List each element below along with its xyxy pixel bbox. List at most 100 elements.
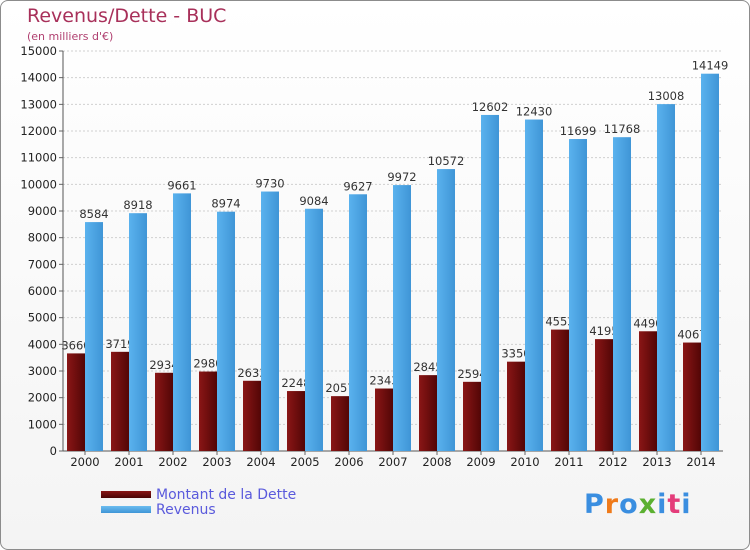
value-label-debt: 2845	[413, 360, 442, 374]
value-label-revenue: 8584	[79, 207, 108, 221]
x-tick-label: 2005	[290, 455, 319, 469]
bar-debt	[155, 372, 173, 451]
bar-debt	[199, 371, 217, 451]
legend-label-debt: Montant de la Dette	[156, 487, 297, 503]
x-tick-label: 2003	[202, 455, 231, 469]
y-tick-label: 6000	[28, 284, 57, 298]
bar-revenue	[481, 114, 499, 452]
y-tick-label: 12000	[20, 124, 57, 138]
value-label-revenue: 10572	[428, 154, 465, 168]
x-tick-label: 2002	[158, 455, 187, 469]
value-label-debt: 4553	[545, 315, 574, 329]
x-tick-label: 2000	[70, 455, 99, 469]
bar-revenue	[437, 169, 455, 451]
logo-letter: o	[619, 489, 639, 520]
bar-revenue	[657, 104, 675, 452]
bar-revenue	[129, 213, 147, 451]
y-tick-label: 4000	[28, 337, 57, 351]
value-label-debt: 2594	[457, 367, 486, 381]
value-label-debt: 2934	[149, 358, 178, 372]
x-tick-label: 2011	[554, 455, 583, 469]
bar-revenue	[349, 194, 367, 451]
value-label-debt: 4067	[677, 328, 706, 342]
value-label-debt: 3719	[105, 337, 134, 351]
value-label-debt: 2343	[369, 374, 398, 388]
logo-letter: t	[667, 489, 682, 520]
x-tick-label: 2009	[466, 455, 495, 469]
bar-debt	[683, 342, 701, 451]
bar-debt	[595, 339, 613, 451]
bar-revenue	[305, 208, 323, 451]
bar-debt	[375, 388, 393, 451]
bar-debt	[507, 361, 525, 451]
proxiti-logo: Proxiti	[584, 489, 692, 520]
x-tick-label: 2014	[686, 455, 715, 469]
value-label-revenue: 8974	[211, 197, 240, 211]
y-tick-label: 13000	[20, 97, 57, 111]
value-label-debt: 2633	[237, 366, 266, 380]
y-tick-label: 3000	[28, 364, 57, 378]
x-tick-label: 2010	[510, 455, 539, 469]
x-tick-label: 2008	[422, 455, 451, 469]
value-label-debt: 4195	[589, 324, 618, 338]
value-label-revenue: 12430	[516, 105, 553, 119]
y-tick-label: 7000	[28, 257, 57, 271]
bar-revenue	[525, 119, 543, 452]
bar-debt	[639, 331, 657, 451]
y-tick-label: 1000	[28, 417, 57, 431]
value-label-debt: 3350	[501, 347, 530, 361]
bar-revenue	[217, 211, 235, 451]
value-label-revenue: 11699	[560, 124, 597, 138]
value-label-revenue: 12602	[472, 100, 509, 114]
bar-debt	[111, 351, 129, 451]
logo-letter: P	[584, 489, 605, 520]
y-tick-label: 10000	[20, 177, 57, 191]
x-tick-label: 2001	[114, 455, 143, 469]
bar-revenue	[261, 191, 279, 452]
y-tick-label: 9000	[28, 204, 57, 218]
value-label-revenue: 13008	[648, 89, 685, 103]
chart-title: Revenus/Dette - BUC	[27, 5, 227, 27]
bar-debt	[287, 391, 305, 451]
bar-debt	[331, 396, 349, 451]
y-tick-label: 14000	[20, 71, 57, 85]
legend-swatch-debt	[101, 491, 151, 498]
logo-letter: x	[638, 489, 658, 520]
value-label-revenue: 14149	[692, 59, 729, 73]
logo-letter: r	[604, 489, 620, 520]
bar-revenue	[173, 193, 191, 451]
bar-revenue	[569, 139, 587, 451]
x-tick-label: 2012	[598, 455, 627, 469]
value-label-revenue: 9084	[299, 194, 328, 208]
x-tick-label: 2007	[378, 455, 407, 469]
logo-letter: i	[657, 489, 668, 520]
x-tick-label: 2004	[246, 455, 275, 469]
y-tick-label: 15000	[20, 44, 57, 58]
value-label-revenue: 8918	[123, 198, 152, 212]
value-label-debt: 2980	[193, 357, 222, 371]
value-label-debt: 4490	[633, 316, 662, 330]
value-label-debt: 2057	[325, 381, 354, 395]
bar-debt	[463, 381, 481, 451]
value-label-revenue: 9661	[167, 178, 196, 192]
legend-label-revenue: Revenus	[156, 502, 216, 518]
value-label-debt: 3660	[61, 338, 90, 352]
y-tick-label: 0	[50, 444, 57, 458]
y-tick-label: 8000	[28, 231, 57, 245]
value-label-revenue: 11768	[604, 122, 641, 136]
bar-debt	[243, 380, 261, 451]
value-label-revenue: 9730	[255, 177, 284, 191]
chart-subtitle: (en milliers d'€)	[27, 30, 114, 43]
legend-swatch-revenue	[101, 506, 151, 513]
bar-revenue	[701, 73, 719, 452]
bar-revenue	[613, 137, 631, 452]
y-tick-label: 2000	[28, 391, 57, 405]
bar-debt	[419, 375, 437, 451]
bar-revenue	[393, 185, 411, 451]
bar-revenue	[85, 222, 103, 451]
bar-debt	[67, 353, 85, 451]
x-tick-label: 2013	[642, 455, 671, 469]
value-label-revenue: 9627	[343, 179, 372, 193]
logo-letter: i	[681, 489, 692, 520]
